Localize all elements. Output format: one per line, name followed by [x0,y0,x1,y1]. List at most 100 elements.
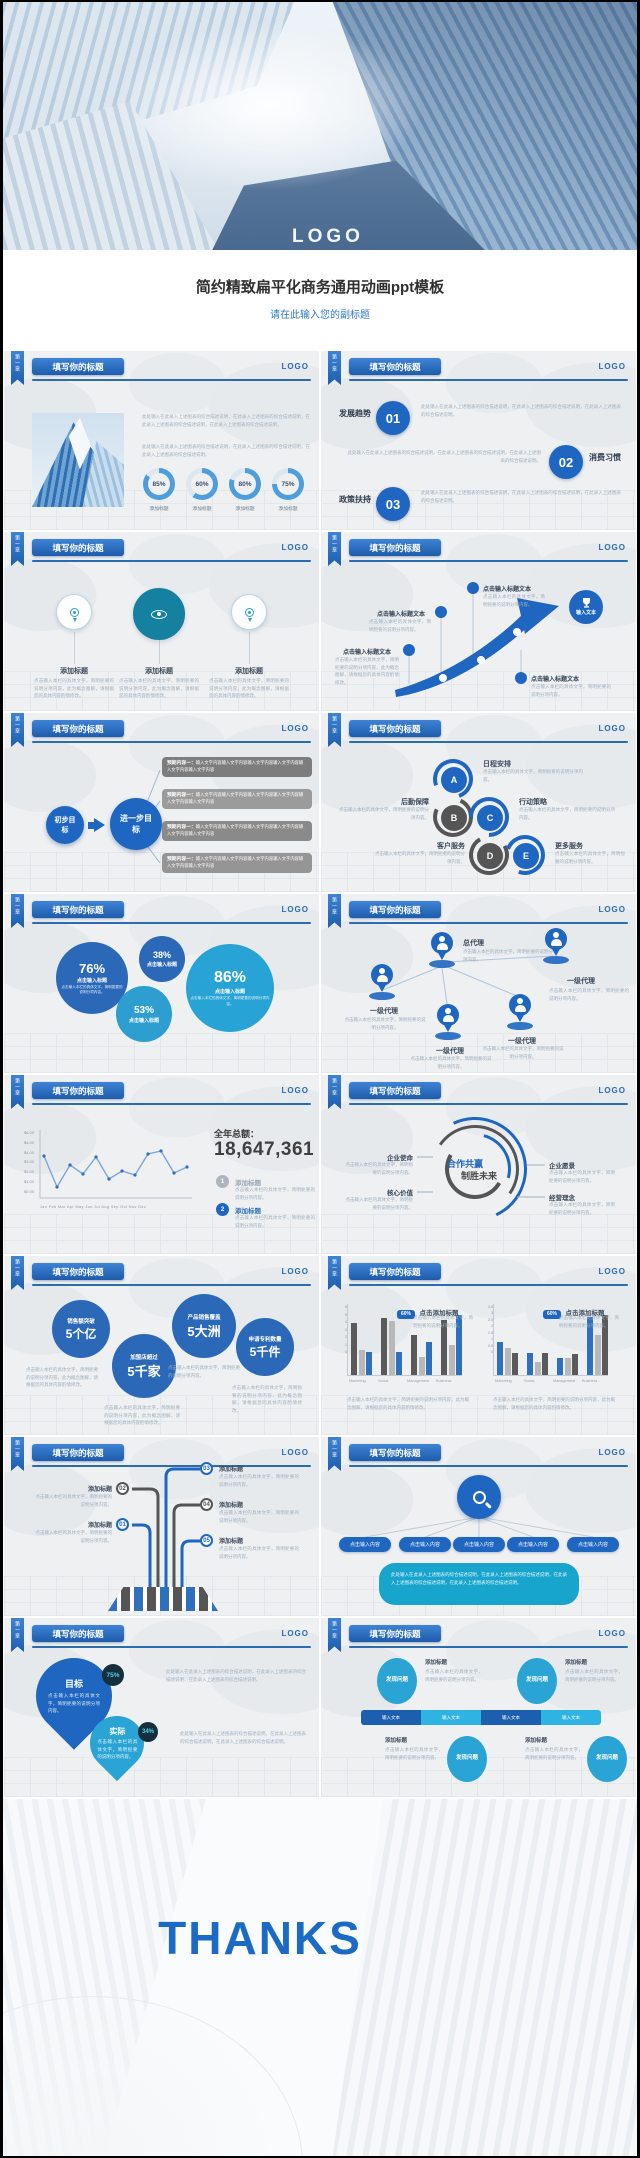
stat-value: 5千件 [249,1345,281,1359]
slide-thumbnail-4: 第一章 填写你的标题 LOGO 点击输入标题文本 点击输入本栏的具体文字，简明扼… [321,532,636,711]
branch-node: 04 [200,1498,213,1511]
list-number: 2 [216,1203,229,1216]
eye-icon [151,609,167,619]
bar [411,1335,417,1375]
milestone-dot [403,644,415,656]
bar-group [587,1315,608,1375]
actual-pct: 34% [141,1729,154,1735]
slide-title-bar: 填写你的标题 [349,901,441,918]
chapter-ribbon-label: 第一章 [331,1259,337,1277]
chart-caption: 点击输入本栏的具体文字，简明扼要的说明分项内容，此为概念图解，请根据您的具体内容… [493,1397,615,1410]
milestone-title: 点击输入标题文本 [531,677,580,683]
branch-text: 点击输入本栏的具体文字，简明扼要的说明分项内容。 [219,1474,299,1487]
bar-group [411,1335,432,1375]
icon-circle [56,594,92,630]
bar-group [381,1318,402,1375]
chapter-ribbon-label: 第一章 [331,1621,337,1639]
logo-text: LOGO [598,1629,626,1638]
expect-box-title: 预期内容一： [167,825,196,830]
item-text: 点击输入本栏的具体文字，简明扼要的说明分项内容，此为概念图解，请根据您的具体内容… [209,678,289,699]
logo-text: LOGO [281,1086,309,1095]
bubble-pct: 86% [213,969,247,987]
chapter-ribbon: 第一章 [11,1075,24,1109]
logo-text: LOGO [598,1086,626,1095]
milestone-dot [467,582,479,594]
goal-label: 目标 [64,1679,83,1690]
y-axis-ticks: 3.5 3 2.5 2 1.5 1 0.5 0 [488,1305,493,1355]
slide-title-bar: 填写你的标题 [32,1082,124,1099]
node-letter: A [450,775,458,785]
stat-value: 5个亿 [65,1327,97,1341]
milestone-dot [435,606,447,618]
item-caption: 添加标题 [235,668,263,675]
agent-label: 一级代理 [508,1038,536,1045]
stat-bubble: 销售额突破 5个亿 [52,1300,110,1358]
chapter-ribbon: 第一章 [11,1256,24,1290]
floor-grid [321,1395,636,1435]
chart-note: 点击输入本栏的具体文字，简明扼要的说明分项内容。 [413,1315,473,1328]
segment-label: 输入文本 [442,1714,460,1720]
stat-text: 点击输入本栏的具体文字，简明扼要的说明分项内容，此为概念图解，请根据您的具体内容… [232,1385,302,1413]
agent-label: 总代理 [463,940,484,947]
floor-grid [4,1395,319,1435]
bar [534,1362,541,1375]
chapter-ribbon-label: 第一章 [14,1078,20,1096]
list-item-text: 点击输入本栏的具体文字，简明扼要的说明分项内容。 [235,1187,315,1200]
agent-label: 一级代理 [436,1048,464,1055]
bar [448,1345,455,1375]
chapter-ribbon: 第一章 [11,532,24,566]
bar [587,1317,593,1375]
expect-box-text: 输入文字内容输入文字内容输入文字内容输入文字内容输入文字内容输入文字内容 [167,760,304,773]
slide-title-bar: 填写你的标题 [349,1625,441,1642]
expect-box: 预期内容一：输入文字内容输入文字内容输入文字内容输入文字内容输入文字内容输入文字… [162,853,312,873]
agent-text: 点击输入本栏的具体文字，简明扼要的说明分项内容。 [482,1046,564,1059]
slide-title-bar: 填写你的标题 [32,1263,124,1280]
item-text: 点击输入本栏的具体文字，简明扼要的说明分项内容，此为概念图解，请根据您的具体内容… [119,678,199,699]
expect-box-text: 输入文字内容输入文字内容输入文字内容输入文字内容输入文字内容输入文字内容 [167,824,304,837]
node-number: 02 [119,1485,126,1492]
chapter-ribbon: 第一章 [328,1256,341,1290]
category: Social [378,1379,389,1383]
chapter-ribbon: 第一章 [11,713,24,747]
header-rule [32,922,311,924]
stat-bubble: 加盟店超过 5千家 [112,1334,176,1398]
node-number: 03 [203,1465,210,1472]
goal-pct: 75% [106,1671,120,1679]
hero-sky-glow [3,2,637,250]
bar [396,1352,402,1375]
agent-text: 点击输入本栏的具体文字，简明扼要的说明分项内容。 [463,949,553,962]
chapter-ribbon: 第一章 [328,1075,341,1109]
block-title: 添加标题 [385,1738,408,1744]
floor-grid [321,671,636,711]
category: Management [407,1379,430,1383]
total-value: 18,647,361 [214,1139,315,1160]
branch-text: 点击输入本栏的具体文字，简明扼要的说明分项内容。 [219,1510,299,1523]
number: 02 [558,454,574,470]
category: Social [524,1379,535,1383]
floor-grid [4,671,319,711]
node-number: 04 [203,1501,210,1508]
summary-text: 此处输入在此录入上述图表的综合描述说明，在此录入上述图表的综合描述说明，在此录入… [391,1572,567,1585]
block-title: 添加标题 [525,1738,548,1744]
logo-text: LOGO [598,1267,626,1276]
slide-thumbnail-12: 第一章 填写你的标题 LOGO 6 5 4 3 2 1 0 Marketing … [321,1256,636,1435]
bar [351,1323,357,1375]
callout-label: 企业愿景 [549,1163,575,1170]
callout-text: 点击输入本栏的具体文字，简明扼要的说明分项内容。 [549,1202,615,1215]
timeline-circle: 发现问题 [377,1658,417,1704]
node-text: 点击输入本栏的具体文字，简明扼要的说明分项内容。 [519,807,615,820]
callout-text: 点击输入本栏的具体文字，简明扼要的说明分项内容。 [345,1162,414,1175]
timeline-segment: 输入文本 [421,1710,481,1725]
node-number: 01 [119,1521,126,1528]
chart-title: 点击添加标题 [419,1310,459,1317]
category-labels: Marketing Social Management Business [349,1379,456,1383]
milestone-text: 点击输入本栏的具体文字，简明扼要的说明分项内容。 [483,594,545,607]
trophy-icon [582,598,590,608]
chapter-ribbon-label: 第一章 [14,1259,20,1277]
template-subtitle: 请在此输入您的副标题 [270,310,370,321]
chart-note: 点击输入本栏的具体文字，简明扼要的说明分项内容。 [559,1315,619,1328]
bubble-text: 点击输入本栏的具体文字，简明扼要的说明分项内容。 [190,996,270,1006]
branch-node: 05 [200,1534,213,1547]
item-text: 点击输入本栏的具体文字，简明扼要的说明分项内容，此为概念图解，请根据您的具体内容… [34,678,114,699]
